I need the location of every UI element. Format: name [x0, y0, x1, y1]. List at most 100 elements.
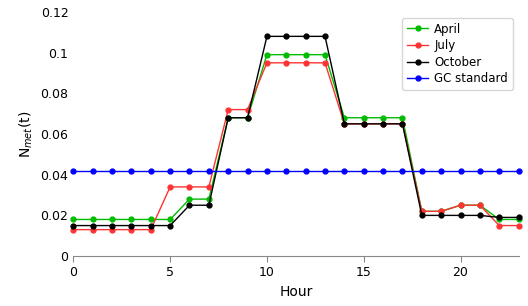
July [167, 185, 173, 189]
July [457, 203, 464, 207]
April [109, 218, 115, 221]
X-axis label: Hour: Hour [279, 285, 313, 299]
GC standard [109, 170, 115, 173]
April [438, 210, 445, 213]
October [322, 35, 328, 38]
April [186, 197, 193, 201]
April [225, 116, 231, 120]
October [496, 216, 503, 219]
GC standard [322, 170, 328, 173]
GC standard [361, 170, 367, 173]
October [90, 224, 96, 227]
July [244, 108, 251, 111]
October [167, 224, 173, 227]
April [341, 116, 347, 120]
GC standard [477, 170, 483, 173]
July [148, 228, 154, 231]
GC standard [496, 170, 503, 173]
April [244, 116, 251, 120]
GC standard [264, 170, 270, 173]
Line: October: October [71, 34, 521, 228]
GC standard [70, 170, 77, 173]
July [90, 228, 96, 231]
GC standard [380, 170, 386, 173]
July [438, 210, 445, 213]
April [70, 218, 77, 221]
October [148, 224, 154, 227]
October [361, 122, 367, 126]
April [90, 218, 96, 221]
October [283, 35, 289, 38]
July [109, 228, 115, 231]
October [303, 35, 309, 38]
April [264, 53, 270, 57]
GC standard [167, 170, 173, 173]
April [399, 116, 406, 120]
July [419, 210, 425, 213]
July [70, 228, 77, 231]
July [361, 122, 367, 126]
GC standard [90, 170, 96, 173]
July [264, 61, 270, 65]
GC standard [341, 170, 347, 173]
July [186, 185, 193, 189]
GC standard [128, 170, 135, 173]
July [380, 122, 386, 126]
October [70, 224, 77, 227]
GC standard [515, 170, 522, 173]
July [399, 122, 406, 126]
October [380, 122, 386, 126]
April [148, 218, 154, 221]
October [438, 214, 445, 217]
July [206, 185, 212, 189]
October [419, 214, 425, 217]
April [206, 197, 212, 201]
October [244, 116, 251, 120]
October [264, 35, 270, 38]
Line: July: July [71, 60, 521, 232]
GC standard [457, 170, 464, 173]
GC standard [438, 170, 445, 173]
GC standard [303, 170, 309, 173]
October [457, 214, 464, 217]
April [283, 53, 289, 57]
October [109, 224, 115, 227]
July [322, 61, 328, 65]
April [496, 218, 503, 221]
April [167, 218, 173, 221]
GC standard [283, 170, 289, 173]
April [128, 218, 135, 221]
Line: April: April [71, 52, 521, 222]
GC standard [225, 170, 231, 173]
July [128, 228, 135, 231]
GC standard [186, 170, 193, 173]
April [322, 53, 328, 57]
Legend: April, July, October, GC standard: April, July, October, GC standard [402, 18, 513, 90]
April [380, 116, 386, 120]
July [341, 122, 347, 126]
October [186, 203, 193, 207]
April [303, 53, 309, 57]
October [399, 122, 406, 126]
April [515, 218, 522, 221]
Y-axis label: N$_{met}$(t): N$_{met}$(t) [17, 110, 35, 158]
GC standard [419, 170, 425, 173]
October [128, 224, 135, 227]
July [477, 203, 483, 207]
GC standard [148, 170, 154, 173]
GC standard [244, 170, 251, 173]
April [477, 203, 483, 207]
GC standard [399, 170, 406, 173]
October [225, 116, 231, 120]
July [283, 61, 289, 65]
July [515, 224, 522, 227]
October [206, 203, 212, 207]
GC standard [206, 170, 212, 173]
April [361, 116, 367, 120]
April [457, 203, 464, 207]
October [515, 216, 522, 219]
October [477, 214, 483, 217]
July [225, 108, 231, 111]
Line: GC standard: GC standard [71, 169, 521, 174]
July [496, 224, 503, 227]
